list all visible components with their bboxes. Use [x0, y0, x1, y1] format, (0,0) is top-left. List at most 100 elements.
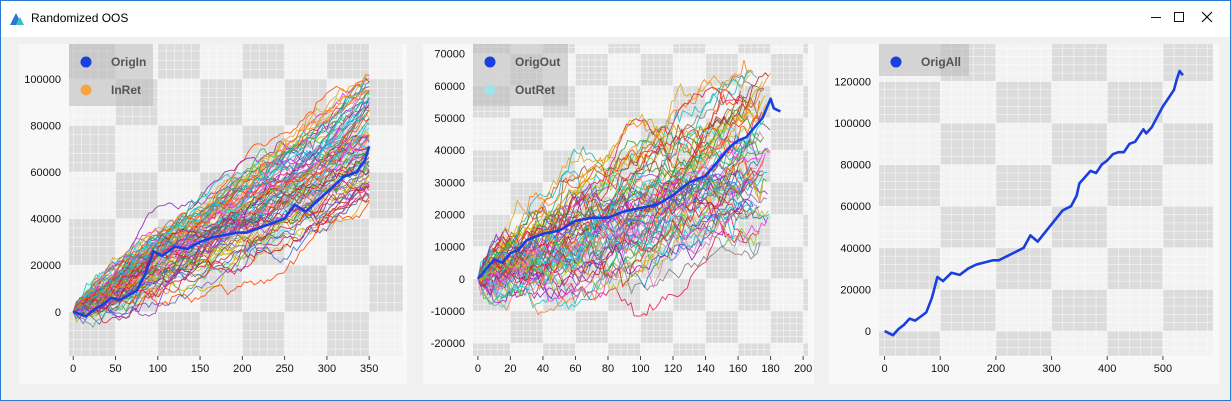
plot-cell — [803, 214, 808, 247]
plot-cell — [115, 125, 158, 173]
plot-cell — [575, 53, 608, 86]
chart-svg: 0 20 40 60 80 100 120 140 160 180 200 -20000 -10000 0… — [431, 44, 812, 375]
plot-cell — [284, 44, 327, 79]
plot-cell — [940, 206, 996, 248]
bundle-series-line — [72, 169, 370, 320]
plot-cell — [200, 78, 243, 126]
plot-cell — [1162, 44, 1213, 82]
plot-cell — [673, 310, 706, 344]
plot-cell — [607, 85, 641, 118]
plot-cell — [575, 44, 608, 54]
y-tick-label: -20000 — [431, 338, 465, 350]
plot-cell — [575, 278, 608, 311]
plot-cell — [1051, 331, 1108, 356]
plot-cell — [770, 310, 804, 344]
minimize-button[interactable] — [1133, 1, 1179, 33]
bundle-series-line — [72, 110, 370, 313]
plot-cell — [510, 182, 543, 215]
bundle-series-line — [477, 163, 753, 290]
plot-cell — [473, 117, 511, 151]
plot-cell — [803, 85, 808, 118]
plot-cell — [115, 311, 158, 356]
plot-cell — [284, 311, 327, 356]
plot-cell — [326, 44, 370, 79]
plot-cell — [705, 278, 739, 311]
bundle-series-line — [477, 71, 758, 279]
y-tick-label: 40000 — [840, 243, 871, 255]
charts-area: 0 50 100 150 200 250 300 350 0 20000 40000 60000 800… — [2, 38, 1229, 399]
y-tick-label: 20000 — [840, 284, 871, 296]
y-tick-label: 30000 — [434, 177, 465, 189]
plot-cell — [640, 44, 674, 54]
bundle-series-line — [477, 185, 743, 279]
plot-cell — [770, 246, 804, 279]
plot-cell — [200, 44, 243, 79]
plot-cell — [200, 125, 243, 173]
maximize-button[interactable] — [1156, 1, 1202, 33]
x-tick-label: 500 — [1154, 363, 1172, 375]
bundle-series-line — [477, 147, 771, 286]
bundle-series-group — [477, 59, 771, 317]
plot-cell — [803, 246, 808, 279]
legend-marker — [890, 56, 902, 68]
plot-cell — [705, 310, 739, 344]
plot-cell — [1162, 206, 1213, 248]
x-tick-label: 300 — [1042, 363, 1060, 375]
plot-cell — [242, 78, 285, 126]
minimize-icon — [1151, 17, 1161, 18]
legend: OrigIn InRet — [69, 44, 153, 106]
plot-cell — [995, 206, 1052, 248]
plot-cell — [940, 81, 996, 124]
x-tick-label: 100 — [631, 363, 649, 375]
x-tick-label: 0 — [475, 363, 481, 375]
plot-cell — [879, 289, 941, 332]
plot-cell — [1107, 81, 1163, 124]
plot-cell — [640, 53, 674, 86]
plot-cell — [995, 44, 1052, 82]
plot-cell — [640, 310, 674, 344]
bundle-series-line — [477, 201, 744, 289]
bundle-series-line — [477, 93, 752, 285]
plot-cell — [1162, 81, 1213, 124]
plot-cell — [879, 247, 941, 290]
plot-cell — [995, 247, 1052, 290]
legend-marker — [484, 84, 496, 96]
plot-cell — [510, 117, 543, 151]
plot-cell — [995, 123, 1052, 165]
x-tick-label: 200 — [987, 363, 1005, 375]
plot-cell — [242, 265, 285, 312]
close-button[interactable] — [1184, 1, 1230, 33]
plot-cell — [1051, 247, 1108, 290]
plot-cell — [542, 117, 576, 151]
x-tick-label: 200 — [794, 363, 812, 375]
x-tick-label: 180 — [761, 363, 779, 375]
plot-cell — [1162, 247, 1213, 290]
y-tick-label: 20000 — [434, 209, 465, 221]
x-tick-label: 60 — [569, 363, 581, 375]
legend-background — [69, 44, 153, 106]
x-tick-label: 100 — [149, 363, 167, 375]
plot-cell — [69, 218, 116, 266]
x-tick-label: 150 — [191, 363, 209, 375]
plot-cell — [705, 246, 739, 279]
bundle-series-line — [477, 221, 761, 306]
plot-cell — [575, 310, 608, 344]
plot-cell — [542, 310, 576, 344]
plot-cell — [157, 172, 201, 219]
plot-cell — [157, 311, 201, 356]
maximize-icon — [1174, 12, 1184, 22]
plot-cell — [673, 53, 706, 86]
bundle-series-line — [477, 137, 751, 284]
bundle-series-line — [73, 156, 370, 313]
plot-cell — [607, 310, 641, 344]
plot-cell — [326, 311, 370, 356]
title-bar[interactable]: Randomized OOS — [1, 1, 1230, 37]
plot-cell — [1107, 289, 1163, 332]
plot-cell — [673, 278, 706, 311]
plot-cell — [803, 53, 808, 86]
bundle-series-line — [477, 73, 751, 280]
y-tick-label: 100000 — [24, 74, 61, 86]
bundle-series-line — [72, 180, 370, 313]
legend-marker — [80, 56, 92, 68]
plot-cell — [803, 44, 808, 54]
